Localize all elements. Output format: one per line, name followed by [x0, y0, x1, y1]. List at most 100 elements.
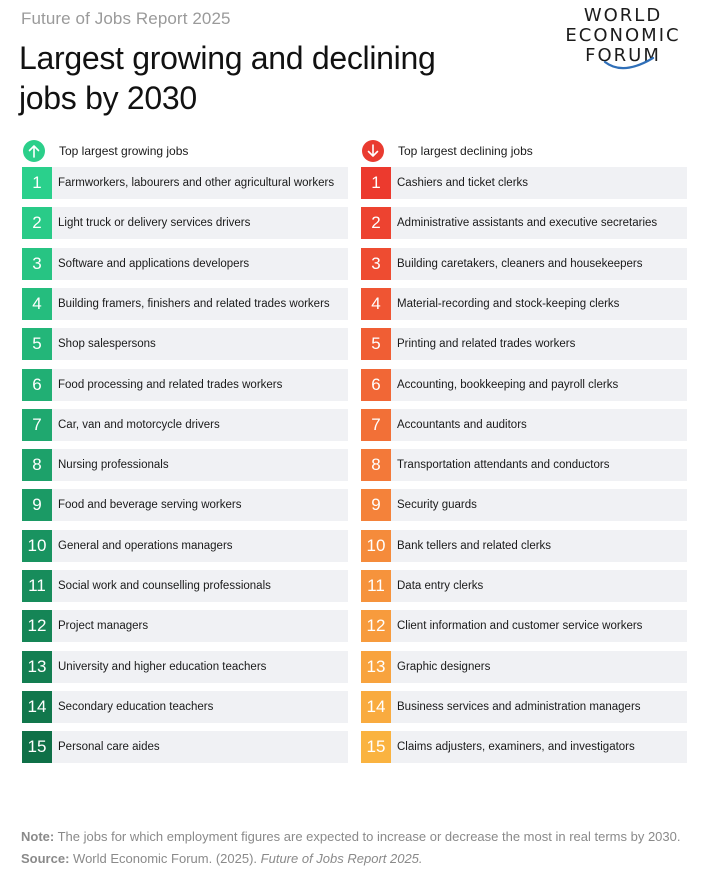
declining-job-job-label: Building caretakers, cleaners and housek… [397, 257, 643, 270]
growing-job-row: 7 Car, van and motorcycle drivers [22, 408, 348, 441]
growing-job-job-label: Car, van and motorcycle drivers [58, 418, 220, 431]
note-label: Note: [21, 829, 55, 844]
growing-job-job-label: Nursing professionals [58, 459, 169, 472]
source-title: Future of Jobs Report 2025. [260, 851, 423, 866]
wef-logo: WORLD ECONOMIC FORUM [553, 6, 693, 72]
growing-job-job-label: Personal care aides [58, 741, 160, 754]
growing-job-job-label: Food processing and related trades worke… [58, 378, 283, 391]
growing-job-job-label: Food and beverage serving workers [58, 499, 242, 512]
declining-job-row: 12 Client information and customer servic… [361, 610, 687, 643]
declining-job-rank-badge: 9 [361, 489, 391, 522]
page-title: Largest growing and declining jobs by 20… [19, 38, 539, 118]
logo-line1: WORLD [583, 5, 663, 26]
declining-job-job-label: Bank tellers and related clerks [397, 539, 552, 552]
growing-job-job-label: Shop salespersons [58, 338, 156, 351]
footnote-note: Note: The jobs for which employment figu… [21, 829, 680, 844]
growing-job-rank-badge: 14 [22, 690, 52, 723]
growing-job-row: 5 Shop salespersons [22, 328, 348, 361]
arrow-up-icon [23, 140, 45, 162]
growing-job-job-label: Project managers [58, 620, 149, 633]
growing-job-rank-badge: 2 [22, 207, 52, 240]
page-title-line1: Largest growing and declining [19, 40, 436, 76]
logo-arc-icon [603, 56, 655, 70]
growing-job-row: 2 Light truck or delivery services driver… [22, 207, 348, 240]
growing-job-row: 6 Food processing and related trades work… [22, 368, 348, 401]
declining-job-rank-badge: 12 [361, 610, 391, 643]
note-text: The jobs for which employment figures ar… [57, 829, 681, 844]
growing-job-rank-badge: 15 [22, 731, 52, 764]
growing-job-rank-badge: 13 [22, 650, 52, 683]
declining-job-rank-badge: 10 [361, 529, 391, 562]
growing-job-row: 14 Secondary education teachers [22, 690, 348, 723]
declining-job-row: 14 Business services and administration m… [361, 690, 687, 723]
report-label: Future of Jobs Report 2025 [21, 9, 231, 28]
growing-job-row: 10 General and operations managers [22, 529, 348, 562]
declining-job-job-label: Accountants and auditors [397, 418, 527, 431]
declining-job-row: 10 Bank tellers and related clerks [361, 529, 687, 562]
growing-job-rank-badge: 1 [22, 167, 52, 199]
declining-job-rank-badge: 5 [361, 328, 391, 361]
declining-job-job-label: Printing and related trades workers [397, 338, 576, 351]
declining-jobs-header: Top largest declining jobs [362, 139, 533, 163]
growing-job-job-label: Software and applications developers [58, 257, 250, 270]
growing-job-rank-badge: 4 [22, 287, 52, 320]
growing-job-job-label: Secondary education teachers [58, 700, 214, 713]
growing-job-rank-badge: 10 [22, 529, 52, 562]
declining-job-row: 6 Accounting, bookkeeping and payroll cle… [361, 368, 687, 401]
declining-job-rank-badge: 4 [361, 287, 391, 320]
declining-job-job-label: Administrative assistants and executive … [397, 217, 658, 230]
growing-job-row: 3 Software and applications developers [22, 247, 348, 280]
declining-job-rank-badge: 13 [361, 650, 391, 683]
growing-job-row: 12 Project managers [22, 610, 348, 643]
declining-job-job-label: Accounting, bookkeeping and payroll cler… [397, 378, 619, 391]
growing-job-rank-badge: 3 [22, 247, 52, 280]
declining-job-rank-badge: 3 [361, 247, 391, 280]
growing-job-rank-badge: 9 [22, 489, 52, 522]
growing-job-job-label: University and higher education teachers [58, 660, 267, 673]
growing-job-row: 11 Social work and counselling profession… [22, 570, 348, 602]
declining-job-job-label: Graphic designers [397, 660, 491, 673]
declining-job-job-label: Transportation attendants and conductors [397, 459, 610, 472]
growing-job-rank-badge: 6 [22, 368, 52, 401]
declining-job-row: 2 Administrative assistants and executive… [361, 207, 687, 240]
declining-job-rank-badge: 7 [361, 408, 391, 441]
logo-line3: FORUM [585, 45, 661, 66]
growing-job-row: 1 Farmworkers, labourers and other agricu… [22, 167, 348, 199]
source-label: Source: [21, 851, 70, 866]
declining-job-rank-badge: 6 [361, 368, 391, 401]
declining-job-rank-badge: 11 [361, 570, 391, 602]
declining-job-rank-badge: 2 [361, 207, 391, 240]
growing-job-rank-badge: 7 [22, 408, 52, 441]
declining-job-rank-badge: 14 [361, 690, 391, 723]
declining-job-row: 15 Claims adjusters, examiners, and inves… [361, 731, 687, 764]
logo-line2: ECONOMIC [565, 25, 681, 46]
declining-job-row: 7 Accountants and auditors [361, 408, 687, 441]
footnote-source: Source: World Economic Forum. (2025). Fu… [21, 851, 423, 866]
growing-job-rank-badge: 8 [22, 449, 52, 482]
growing-job-job-label: Light truck or delivery services drivers [58, 217, 251, 230]
growing-jobs-header: Top largest growing jobs [23, 139, 188, 163]
growing-job-job-label: Social work and counselling professional… [58, 580, 271, 592]
growing-job-row: 15 Personal care aides [22, 731, 348, 764]
declining-job-job-label: Material-recording and stock-keeping cle… [397, 297, 620, 310]
declining-job-rank-badge: 8 [361, 449, 391, 482]
source-text: World Economic Forum. (2025). [73, 851, 258, 866]
growing-job-rank-badge: 11 [22, 570, 52, 602]
growing-job-rank-badge: 5 [22, 328, 52, 361]
page-title-line2: jobs by 2030 [19, 80, 197, 116]
growing-job-rank-badge: 12 [22, 610, 52, 643]
declining-job-row: 1 Cashiers and ticket clerks [361, 167, 687, 199]
growing-job-job-label: Building framers, finishers and related … [58, 297, 330, 310]
growing-job-job-label: Farmworkers, labourers and other agricul… [58, 177, 335, 189]
declining-job-row: 5 Printing and related trades workers [361, 328, 687, 361]
growing-job-row: 8 Nursing professionals [22, 449, 348, 482]
declining-job-job-label: Data entry clerks [397, 580, 484, 592]
growing-job-row: 13 University and higher education teache… [22, 650, 348, 683]
declining-job-job-label: Business services and administration man… [397, 700, 641, 713]
declining-job-rank-badge: 15 [361, 731, 391, 764]
declining-job-row: 8 Transportation attendants and conductor… [361, 449, 687, 482]
declining-job-job-label: Security guards [397, 499, 477, 512]
declining-job-row: 13 Graphic designers [361, 650, 687, 683]
growing-job-row: 4 Building framers, finishers and related… [22, 287, 348, 320]
declining-job-row: 9 Security guards [361, 489, 687, 522]
